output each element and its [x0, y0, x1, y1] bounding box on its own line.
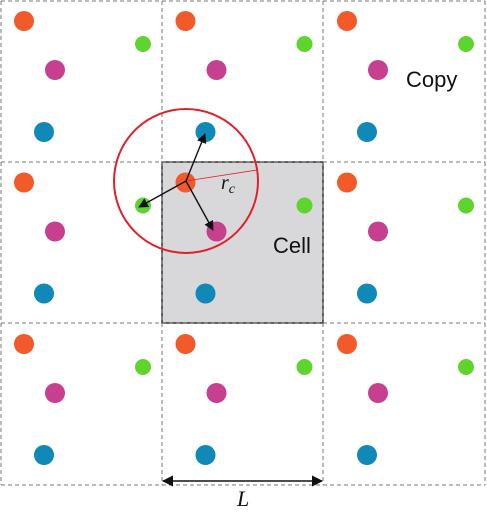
magenta-particle-r2c3: [368, 221, 388, 242]
blue-particle-r1c3: [357, 122, 377, 142]
arrow-to-green: [138, 180, 187, 208]
orange-particle-r3c2: [175, 334, 196, 354]
orange-particle-r3c1: [14, 334, 34, 354]
cutoff-radius-symbol: r: [221, 172, 229, 194]
orange-particle-r1c1: [14, 11, 34, 31]
magenta-particle-r1c2: [206, 60, 227, 80]
magenta-particle-r1c3: [368, 60, 388, 80]
green-particle-r3c1: [135, 359, 151, 375]
blue-particle-r2c2: [195, 283, 216, 304]
green-particle-r3c2: [296, 359, 313, 375]
blue-particle-r3c2: [195, 445, 216, 465]
copy-label: Copy: [406, 67, 457, 92]
orange-particle-r1c3: [337, 11, 357, 31]
cutoff-radius-label: rc: [221, 172, 236, 197]
orange-particle-r2c3: [337, 172, 357, 193]
orange-particle-r1c2: [175, 11, 196, 31]
blue-particle-r2c1: [34, 283, 54, 304]
orange-particle-r2c2: [175, 172, 196, 193]
magenta-particle-r3c3: [368, 383, 388, 403]
arrow-to-blue: [185, 133, 207, 182]
interaction-arrows: [138, 133, 214, 231]
cutoff-radius-subscript: c: [229, 182, 236, 197]
blue-particle-r3c3: [357, 445, 377, 465]
green-particle-r2c3: [458, 197, 474, 214]
orange-particle-r3c3: [337, 334, 357, 354]
green-particle-r3c3: [458, 359, 474, 375]
cell-label: Cell: [273, 233, 311, 258]
green-particle-r1c1: [135, 36, 151, 52]
blue-particle-r1c2: [195, 122, 216, 142]
magenta-particle-r3c2: [206, 383, 227, 403]
green-particle-r2c2: [296, 197, 313, 214]
magenta-particle-r3c1: [45, 383, 65, 403]
green-particle-r1c2: [296, 36, 313, 52]
magenta-particle-r2c1: [45, 221, 65, 242]
particles: [14, 11, 474, 465]
blue-particle-r2c3: [357, 283, 377, 304]
cutoff-radius-line: [185, 169, 258, 182]
periodic-copy-grid: [0, 0, 486, 486]
blue-particle-r3c1: [34, 445, 54, 465]
blue-particle-r1c1: [34, 122, 54, 142]
cutoff-circle: [113, 108, 259, 254]
green-particle-r1c3: [458, 36, 474, 52]
magenta-particle-r1c1: [45, 60, 65, 80]
box-length-label: L: [236, 486, 249, 510]
arrow-to-magenta: [185, 180, 214, 231]
orange-particle-r2c1: [14, 172, 34, 193]
